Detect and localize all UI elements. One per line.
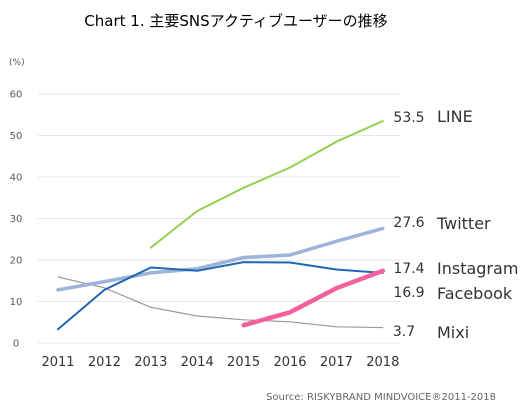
x-tick-label: 2014 xyxy=(181,355,214,370)
series-line-mixi xyxy=(57,276,384,329)
gridlines xyxy=(38,93,400,344)
y-tick-label: 10 xyxy=(10,297,23,308)
x-tick-label: 2011 xyxy=(41,355,74,370)
x-tick-label: 2017 xyxy=(320,355,353,370)
y-axis-unit: (%) xyxy=(9,58,25,68)
end-value-instagram: 17.4 xyxy=(393,261,424,277)
series-line-line xyxy=(149,120,384,249)
y-tick-label: 40 xyxy=(10,173,23,184)
series-facebook xyxy=(57,261,384,331)
series-mixi xyxy=(57,276,384,329)
end-value-twitter: 27.6 xyxy=(393,215,424,231)
end-value-line: 53.5 xyxy=(393,110,424,126)
y-tick-label: 0 xyxy=(13,339,19,350)
end-value-facebook: 16.9 xyxy=(393,285,424,301)
series-lines xyxy=(56,120,386,331)
series-twitter xyxy=(56,226,385,292)
y-tick-label: 60 xyxy=(10,90,23,101)
y-axis-ticks: 0 10 20 30 40 50 60 xyxy=(10,90,23,350)
x-tick-label: 2012 xyxy=(88,355,121,370)
series-line-instagram xyxy=(241,268,386,328)
x-tick-label: 2015 xyxy=(227,355,260,370)
x-axis-ticks: 2011 2012 2013 2014 2015 2016 2017 2018 xyxy=(41,355,399,370)
series-line-facebook xyxy=(57,261,384,331)
y-tick-label: 30 xyxy=(10,214,23,225)
series-name-mixi: Mixi xyxy=(437,323,469,342)
x-tick-label: 2016 xyxy=(273,355,306,370)
series-end-labels: 53.5 LINE 27.6 Twitter 17.4 Instagram 16.9 Face… xyxy=(393,107,519,342)
y-tick-label: 20 xyxy=(10,256,23,267)
y-tick-label: 50 xyxy=(10,131,23,142)
series-line-twitter xyxy=(56,226,385,292)
x-tick-label: 2018 xyxy=(366,355,399,370)
chart-title: Chart 1. 主要SNSアクティブユーザーの推移 xyxy=(84,12,387,30)
end-value-mixi: 3.7 xyxy=(393,324,415,340)
series-name-instagram: Instagram xyxy=(437,259,518,278)
series-name-line: LINE xyxy=(437,107,473,126)
x-tick-label: 2013 xyxy=(134,355,167,370)
series-line xyxy=(149,120,384,249)
series-instagram xyxy=(241,268,386,328)
source-note: Source: RISKYBRAND MINDVOICE®2011-2018 xyxy=(266,392,496,403)
series-name-facebook: Facebook xyxy=(437,284,513,303)
series-name-twitter: Twitter xyxy=(436,214,491,233)
